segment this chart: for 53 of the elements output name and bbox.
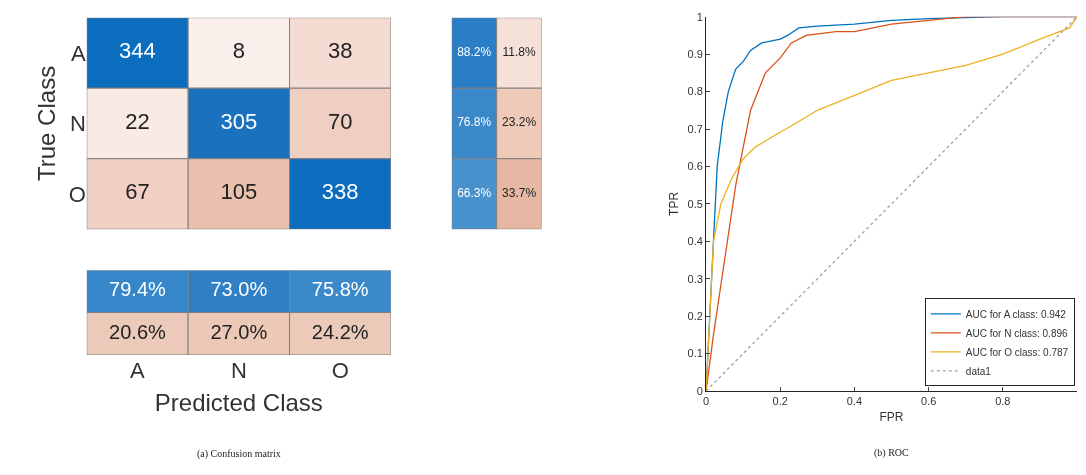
data-label: 73.0% (210, 278, 268, 301)
data-label: 79.4% (109, 278, 167, 301)
data-label: 33.7% (502, 185, 537, 200)
legend-label: AUC for N class: 0.896 (965, 327, 1068, 339)
x-tick-label: N (230, 357, 247, 383)
data-label: 8 (232, 38, 245, 64)
data-label: 70 (327, 108, 353, 134)
data-label: 24.2% (311, 320, 369, 343)
y-tick-label: 0.1 (687, 347, 703, 360)
y-tick-label: A (71, 40, 87, 66)
data-label: 105 (220, 179, 258, 205)
y-tick-label: N (69, 111, 86, 137)
x-tick-label: A (130, 357, 146, 383)
x-tick-label: 0.8 (995, 395, 1011, 408)
y-tick-label: 1 (696, 10, 703, 23)
y-axis-title: True Class (32, 65, 60, 182)
data-label: 344 (119, 38, 156, 64)
y-tick-label: 0 (696, 384, 703, 397)
y-tick-label: 0.3 (687, 272, 703, 285)
data-label: 67 (125, 179, 150, 205)
y-axis-title: TPR (666, 191, 681, 216)
data-label: 27.0% (210, 320, 268, 343)
data-label: 38 (327, 38, 353, 64)
y-tick-label: 0.7 (687, 122, 703, 135)
data-label: 305 (220, 108, 258, 134)
data-label: 22 (125, 108, 150, 134)
x-tick-label: 0.6 (920, 395, 937, 408)
text: (a) Confusion matrix (197, 448, 281, 460)
y-tick-label: 0.8 (687, 85, 703, 98)
legend-label: data1 (965, 365, 992, 377)
data-label: 88.2% (457, 44, 492, 59)
x-tick-label: 0.2 (772, 395, 788, 408)
y-tick-label: O (68, 181, 86, 207)
x-axis-title: FPR (879, 410, 904, 425)
text: (b) ROC (874, 447, 910, 459)
x-axis-title: Predicted Class (154, 389, 323, 417)
y-tick-label: 0.5 (687, 197, 703, 210)
data-label: 75.8% (311, 278, 369, 301)
legend-label: AUC for A class: 0.942 (965, 308, 1067, 320)
data-label: 11.8% (502, 44, 536, 59)
y-tick-label: 0.9 (687, 48, 703, 60)
data-label: 76.8% (457, 115, 492, 130)
y-tick-label: 0.2 (687, 310, 703, 323)
data-label: 20.6% (109, 320, 167, 343)
y-tick-label: 0.4 (687, 235, 703, 248)
x-tick-label: 0.4 (846, 395, 863, 408)
x-tick-label: O (331, 357, 349, 383)
data-label: 66.3% (457, 185, 492, 200)
line-series (706, 16, 1078, 392)
data-label: 338 (321, 179, 359, 205)
legend-label: AUC for O class: 0.787 (965, 346, 1069, 358)
y-tick-label: 0.6 (687, 160, 703, 173)
data-label: 23.2% (502, 115, 537, 130)
